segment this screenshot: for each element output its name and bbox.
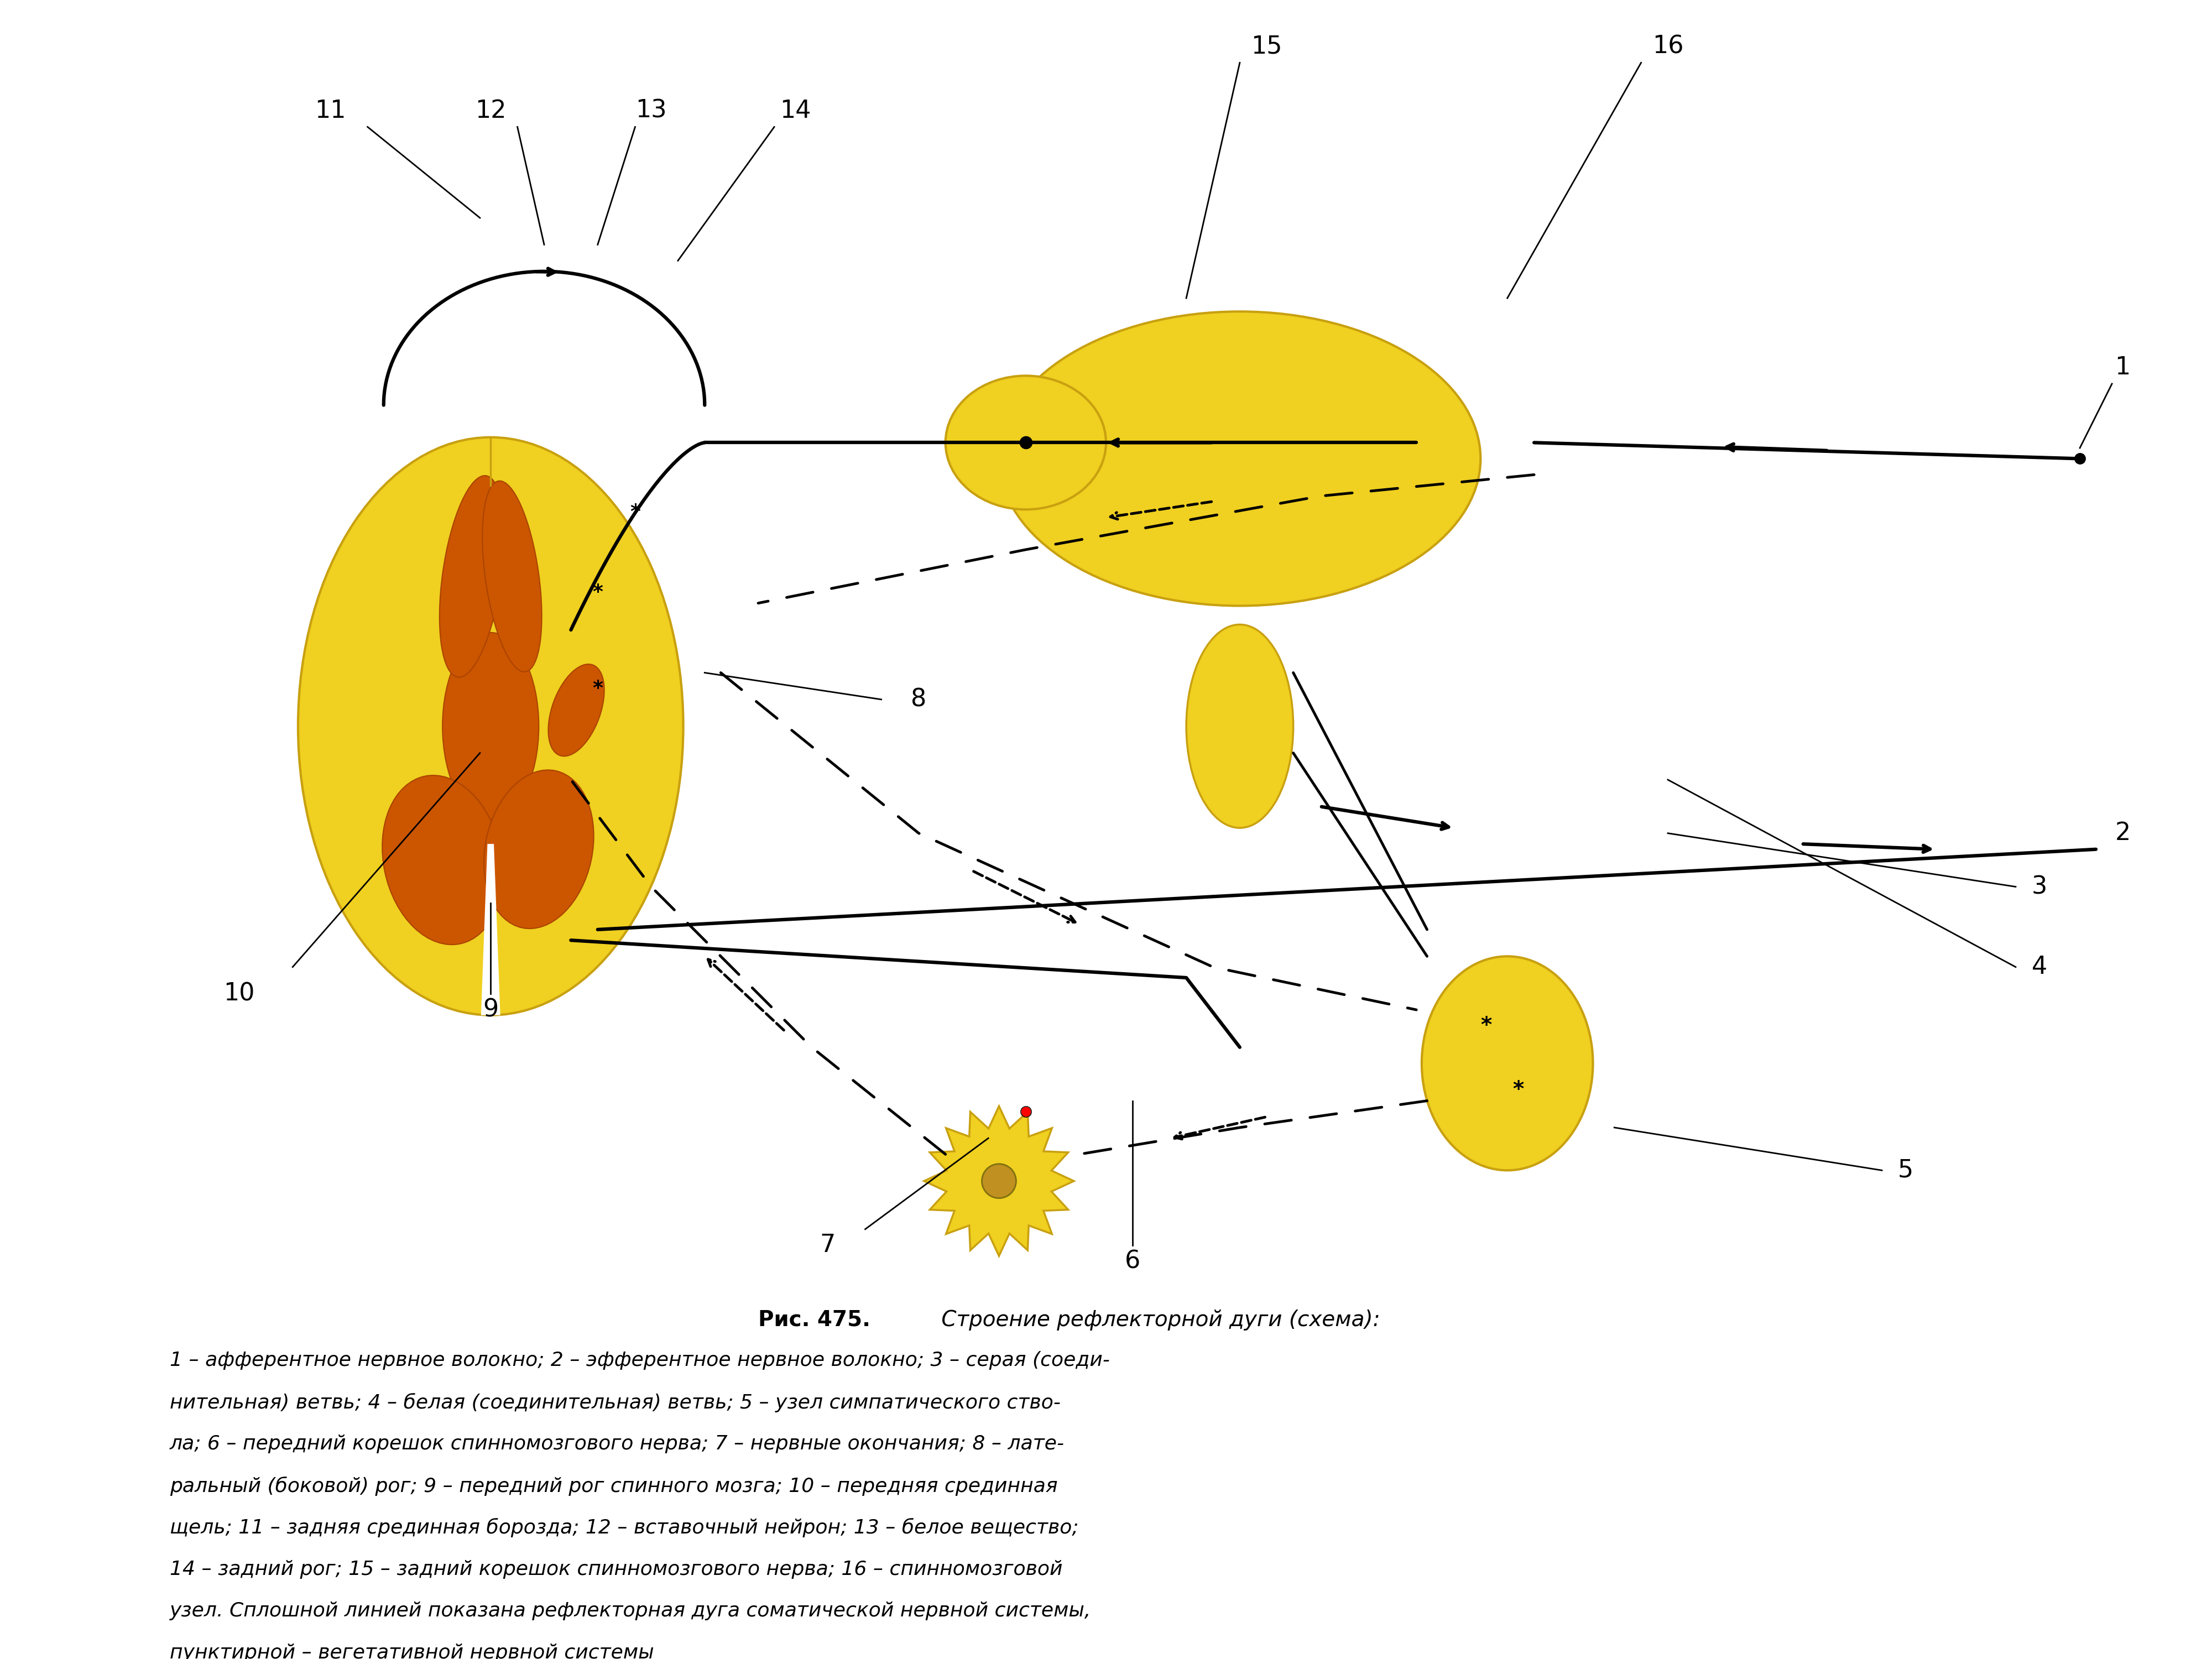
Ellipse shape <box>482 481 542 672</box>
Ellipse shape <box>945 375 1106 509</box>
Text: *: * <box>593 679 604 698</box>
Text: 6: 6 <box>1126 1249 1141 1272</box>
Text: 7: 7 <box>821 1233 836 1258</box>
Text: 15: 15 <box>1252 35 1283 58</box>
Text: узел. Сплошной линией показана рефлекторная дуга соматической нервной системы,: узел. Сплошной линией показана рефлектор… <box>170 1601 1091 1621</box>
Text: 1: 1 <box>2115 355 2130 380</box>
Ellipse shape <box>484 770 593 929</box>
Circle shape <box>982 1165 1015 1198</box>
Text: 1 – афферентное нервное волокно; 2 – эфферентное нервное волокно; 3 – серая (сое: 1 – афферентное нервное волокно; 2 – эфф… <box>170 1350 1110 1370</box>
Text: 11: 11 <box>314 100 345 123</box>
Ellipse shape <box>299 438 684 1015</box>
Text: 2: 2 <box>2115 821 2130 844</box>
Text: Строение рефлекторной дуги (схема):: Строение рефлекторной дуги (схема): <box>936 1309 1380 1331</box>
Text: Рис. 475.: Рис. 475. <box>759 1309 872 1331</box>
Ellipse shape <box>1186 624 1294 828</box>
Ellipse shape <box>383 775 502 944</box>
Text: *: * <box>593 582 604 602</box>
Ellipse shape <box>442 632 540 820</box>
Text: 9: 9 <box>482 999 498 1022</box>
Ellipse shape <box>440 476 504 677</box>
Polygon shape <box>480 844 500 1015</box>
Text: щель; 11 – задняя срединная борозда; 12 – вставочный нейрон; 13 – белое вещество: щель; 11 – задняя срединная борозда; 12 … <box>170 1518 1079 1538</box>
Text: пунктирной – вегетативной нервной системы: пунктирной – вегетативной нервной систем… <box>170 1644 655 1659</box>
Text: нительная) ветвь; 4 – белая (соединительная) ветвь; 5 – узел симпатического ство: нительная) ветвь; 4 – белая (соединитель… <box>170 1394 1060 1412</box>
Text: *: * <box>1480 1015 1491 1037</box>
Text: ральный (боковой) рог; 9 – передний рог спинного мозга; 10 – передняя срединная: ральный (боковой) рог; 9 – передний рог … <box>170 1477 1057 1496</box>
Text: 12: 12 <box>476 100 507 123</box>
Text: 13: 13 <box>635 100 666 123</box>
Text: ла; 6 – передний корешок спинномозгового нерва; 7 – нервные окончания; 8 – лате-: ла; 6 – передний корешок спинномозгового… <box>170 1435 1064 1453</box>
Text: 14: 14 <box>781 100 812 123</box>
Text: *: * <box>1513 1080 1524 1100</box>
Text: 8: 8 <box>911 687 927 712</box>
Ellipse shape <box>1000 312 1480 606</box>
Text: 3: 3 <box>2031 874 2048 899</box>
Text: 5: 5 <box>1898 1158 1913 1183</box>
Text: *: * <box>630 503 641 521</box>
Ellipse shape <box>549 664 604 757</box>
Text: 16: 16 <box>1652 35 1683 58</box>
Text: 4: 4 <box>2031 956 2048 979</box>
Ellipse shape <box>1422 956 1593 1170</box>
Polygon shape <box>925 1107 1073 1256</box>
Text: 10: 10 <box>223 982 254 1005</box>
Text: 14 – задний рог; 15 – задний корешок спинномозгового нерва; 16 – спинномозговой: 14 – задний рог; 15 – задний корешок спи… <box>170 1559 1062 1579</box>
